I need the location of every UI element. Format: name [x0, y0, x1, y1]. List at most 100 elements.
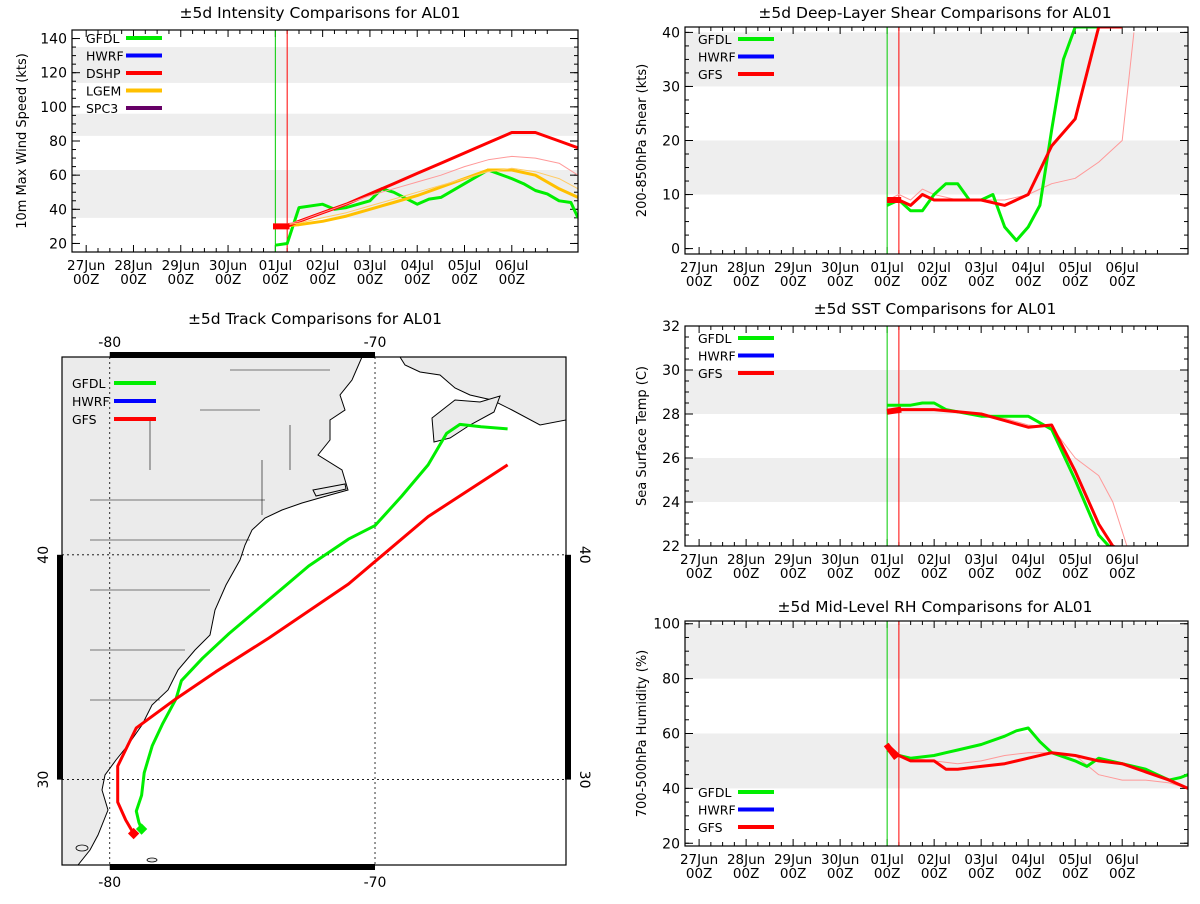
intensity-xtick-label: 02Jul — [306, 258, 339, 274]
shear-legend-label: GFS — [698, 67, 723, 82]
intensity-legend-label: LGEM — [86, 84, 121, 99]
intensity-xtick-label-time: 00Z — [215, 272, 241, 288]
rh-xtick-label: 05Jul — [1058, 852, 1091, 868]
intensity-xtick-label-time: 00Z — [499, 272, 525, 288]
track-land-us — [61, 356, 363, 866]
intensity-ytick-label: 140 — [40, 32, 67, 48]
track-lat-label-left: 30 — [36, 771, 52, 789]
rh-series-gfdl — [886, 726, 1188, 782]
intensity-xtick-label: 29Jun — [162, 258, 200, 274]
sst-init-marker — [886, 406, 902, 415]
track-island — [146, 857, 158, 863]
shear-xtick-label-time: 00Z — [874, 274, 900, 290]
shear-series-gfs — [887, 27, 1123, 207]
intensity-xtick-label-time: 00Z — [357, 272, 383, 288]
shear-xtick-label: 27Jun — [680, 260, 718, 276]
track-frame-band-bottom — [109, 864, 376, 870]
intensity-series-dshp-prior — [275, 155, 578, 227]
sst-frame — [684, 325, 1189, 547]
intensity-shade-band — [72, 113, 578, 136]
shear-ytick-label: 40 — [662, 25, 680, 41]
rh-ytick-label: 80 — [662, 672, 680, 688]
rh-title: ±5d Mid-Level RH Comparisons for AL01 — [778, 598, 1093, 616]
rh-frame — [684, 620, 1189, 847]
intensity-xtick-label-time: 00Z — [309, 272, 335, 288]
sst-xtick-label-time: 00Z — [874, 566, 900, 582]
rh-ytick-label: 100 — [653, 617, 680, 633]
intensity-xtick-label: 28Jun — [114, 258, 152, 274]
rh-series-gfs-prior — [886, 749, 1188, 789]
rh-xtick-label-time: 00Z — [1015, 866, 1041, 882]
intensity-legend-label: GFDL — [86, 31, 120, 46]
shear-frame — [684, 26, 1189, 255]
rh-legend-label: GFDL — [698, 785, 732, 800]
shear-ytick-label: 0 — [671, 242, 680, 258]
sst-legend-label: GFS — [698, 366, 723, 381]
track-lat-label-right: 30 — [576, 771, 592, 789]
intensity-ytick-label: 20 — [49, 236, 67, 252]
sst-xtick-label-time: 00Z — [921, 566, 947, 582]
sst-title: ±5d SST Comparisons for AL01 — [814, 300, 1057, 318]
intensity-xtick-label: 06Jul — [495, 258, 528, 274]
intensity-xtick-label: 30Jun — [209, 258, 247, 274]
shear-ytick-label: 20 — [662, 134, 680, 150]
rh-shade-band — [685, 623, 1188, 679]
track-lat-label-left: 40 — [36, 546, 52, 564]
sst-xtick-label: 27Jun — [680, 552, 718, 568]
sst-panel: 22242628303227Jun00Z28Jun00Z29Jun00Z30Ju… — [635, 300, 1189, 582]
shear-panel: 01020304027Jun00Z28Jun00Z29Jun00Z30Jun00… — [635, 4, 1189, 290]
shear-ytick-label: 30 — [662, 79, 680, 95]
track-lon-label-bottom: -80 — [98, 875, 121, 891]
intensity-xtick-label: 27Jun — [67, 258, 105, 274]
intensity-xtick-label: 05Jul — [448, 258, 481, 274]
shear-legend-label: GFDL — [698, 32, 732, 47]
sst-ytick-label: 26 — [662, 451, 680, 467]
track-land-long-island — [312, 483, 347, 497]
track-lon-label-top: -70 — [364, 335, 387, 351]
sst-ytick-label: 28 — [662, 407, 680, 423]
rh-xtick-label-time: 00Z — [1062, 866, 1088, 882]
rh-xtick-label-time: 00Z — [968, 866, 994, 882]
intensity-xtick-label: 04Jul — [400, 258, 433, 274]
intensity-xtick-label-time: 00Z — [451, 272, 477, 288]
shear-xtick-label: 30Jun — [821, 260, 859, 276]
track-frame-band-right — [565, 554, 571, 780]
sst-xtick-label-time: 00Z — [686, 566, 712, 582]
track-frame-band-top — [109, 352, 376, 358]
shear-xtick-label-time: 00Z — [827, 274, 853, 290]
shear-xtick-label: 29Jun — [774, 260, 812, 276]
sst-ytick-label: 24 — [662, 495, 680, 511]
rh-ytick-label: 20 — [662, 836, 680, 852]
track-init-marker — [127, 827, 140, 840]
rh-xtick-label: 06Jul — [1105, 852, 1138, 868]
sst-shade-band — [685, 458, 1188, 502]
rh-xtick-label: 27Jun — [680, 852, 718, 868]
intensity-ylabel: 10m Max Wind Speed (kts) — [15, 53, 30, 229]
intensity-title: ±5d Intensity Comparisons for AL01 — [179, 4, 460, 22]
sst-xtick-label-time: 00Z — [733, 566, 759, 582]
sst-xtick-label-time: 00Z — [1109, 566, 1135, 582]
shear-xtick-label-time: 00Z — [1015, 274, 1041, 290]
track-legend-label: GFS — [72, 412, 97, 427]
intensity-panel: 2040608010012014027Jun00Z28Jun00Z29Jun00… — [15, 4, 579, 288]
track-lon-label-bottom: -70 — [364, 875, 387, 891]
rh-xtick-label-time: 00Z — [686, 866, 712, 882]
intensity-xtick-label-time: 00Z — [262, 272, 288, 288]
rh-xtick-label-time: 00Z — [827, 866, 853, 882]
rh-xtick-label: 03Jul — [964, 852, 997, 868]
shear-legend-label: HWRF — [698, 50, 736, 65]
rh-legend-label: GFS — [698, 820, 723, 835]
sst-xtick-label: 02Jul — [917, 552, 950, 568]
rh-xtick-label-time: 00Z — [733, 866, 759, 882]
shear-xtick-label-time: 00Z — [968, 274, 994, 290]
rh-series-group — [883, 726, 1188, 790]
shear-series-group — [886, 27, 1135, 242]
rh-xtick-label: 01Jul — [870, 852, 903, 868]
shear-ytick-label: 10 — [662, 188, 680, 204]
intensity-xtick-label: 03Jul — [353, 258, 386, 274]
shear-series-gfdl — [886, 27, 1123, 242]
intensity-xtick-label-time: 00Z — [120, 272, 146, 288]
track-island — [75, 844, 89, 852]
sst-ytick-label: 30 — [662, 363, 680, 379]
